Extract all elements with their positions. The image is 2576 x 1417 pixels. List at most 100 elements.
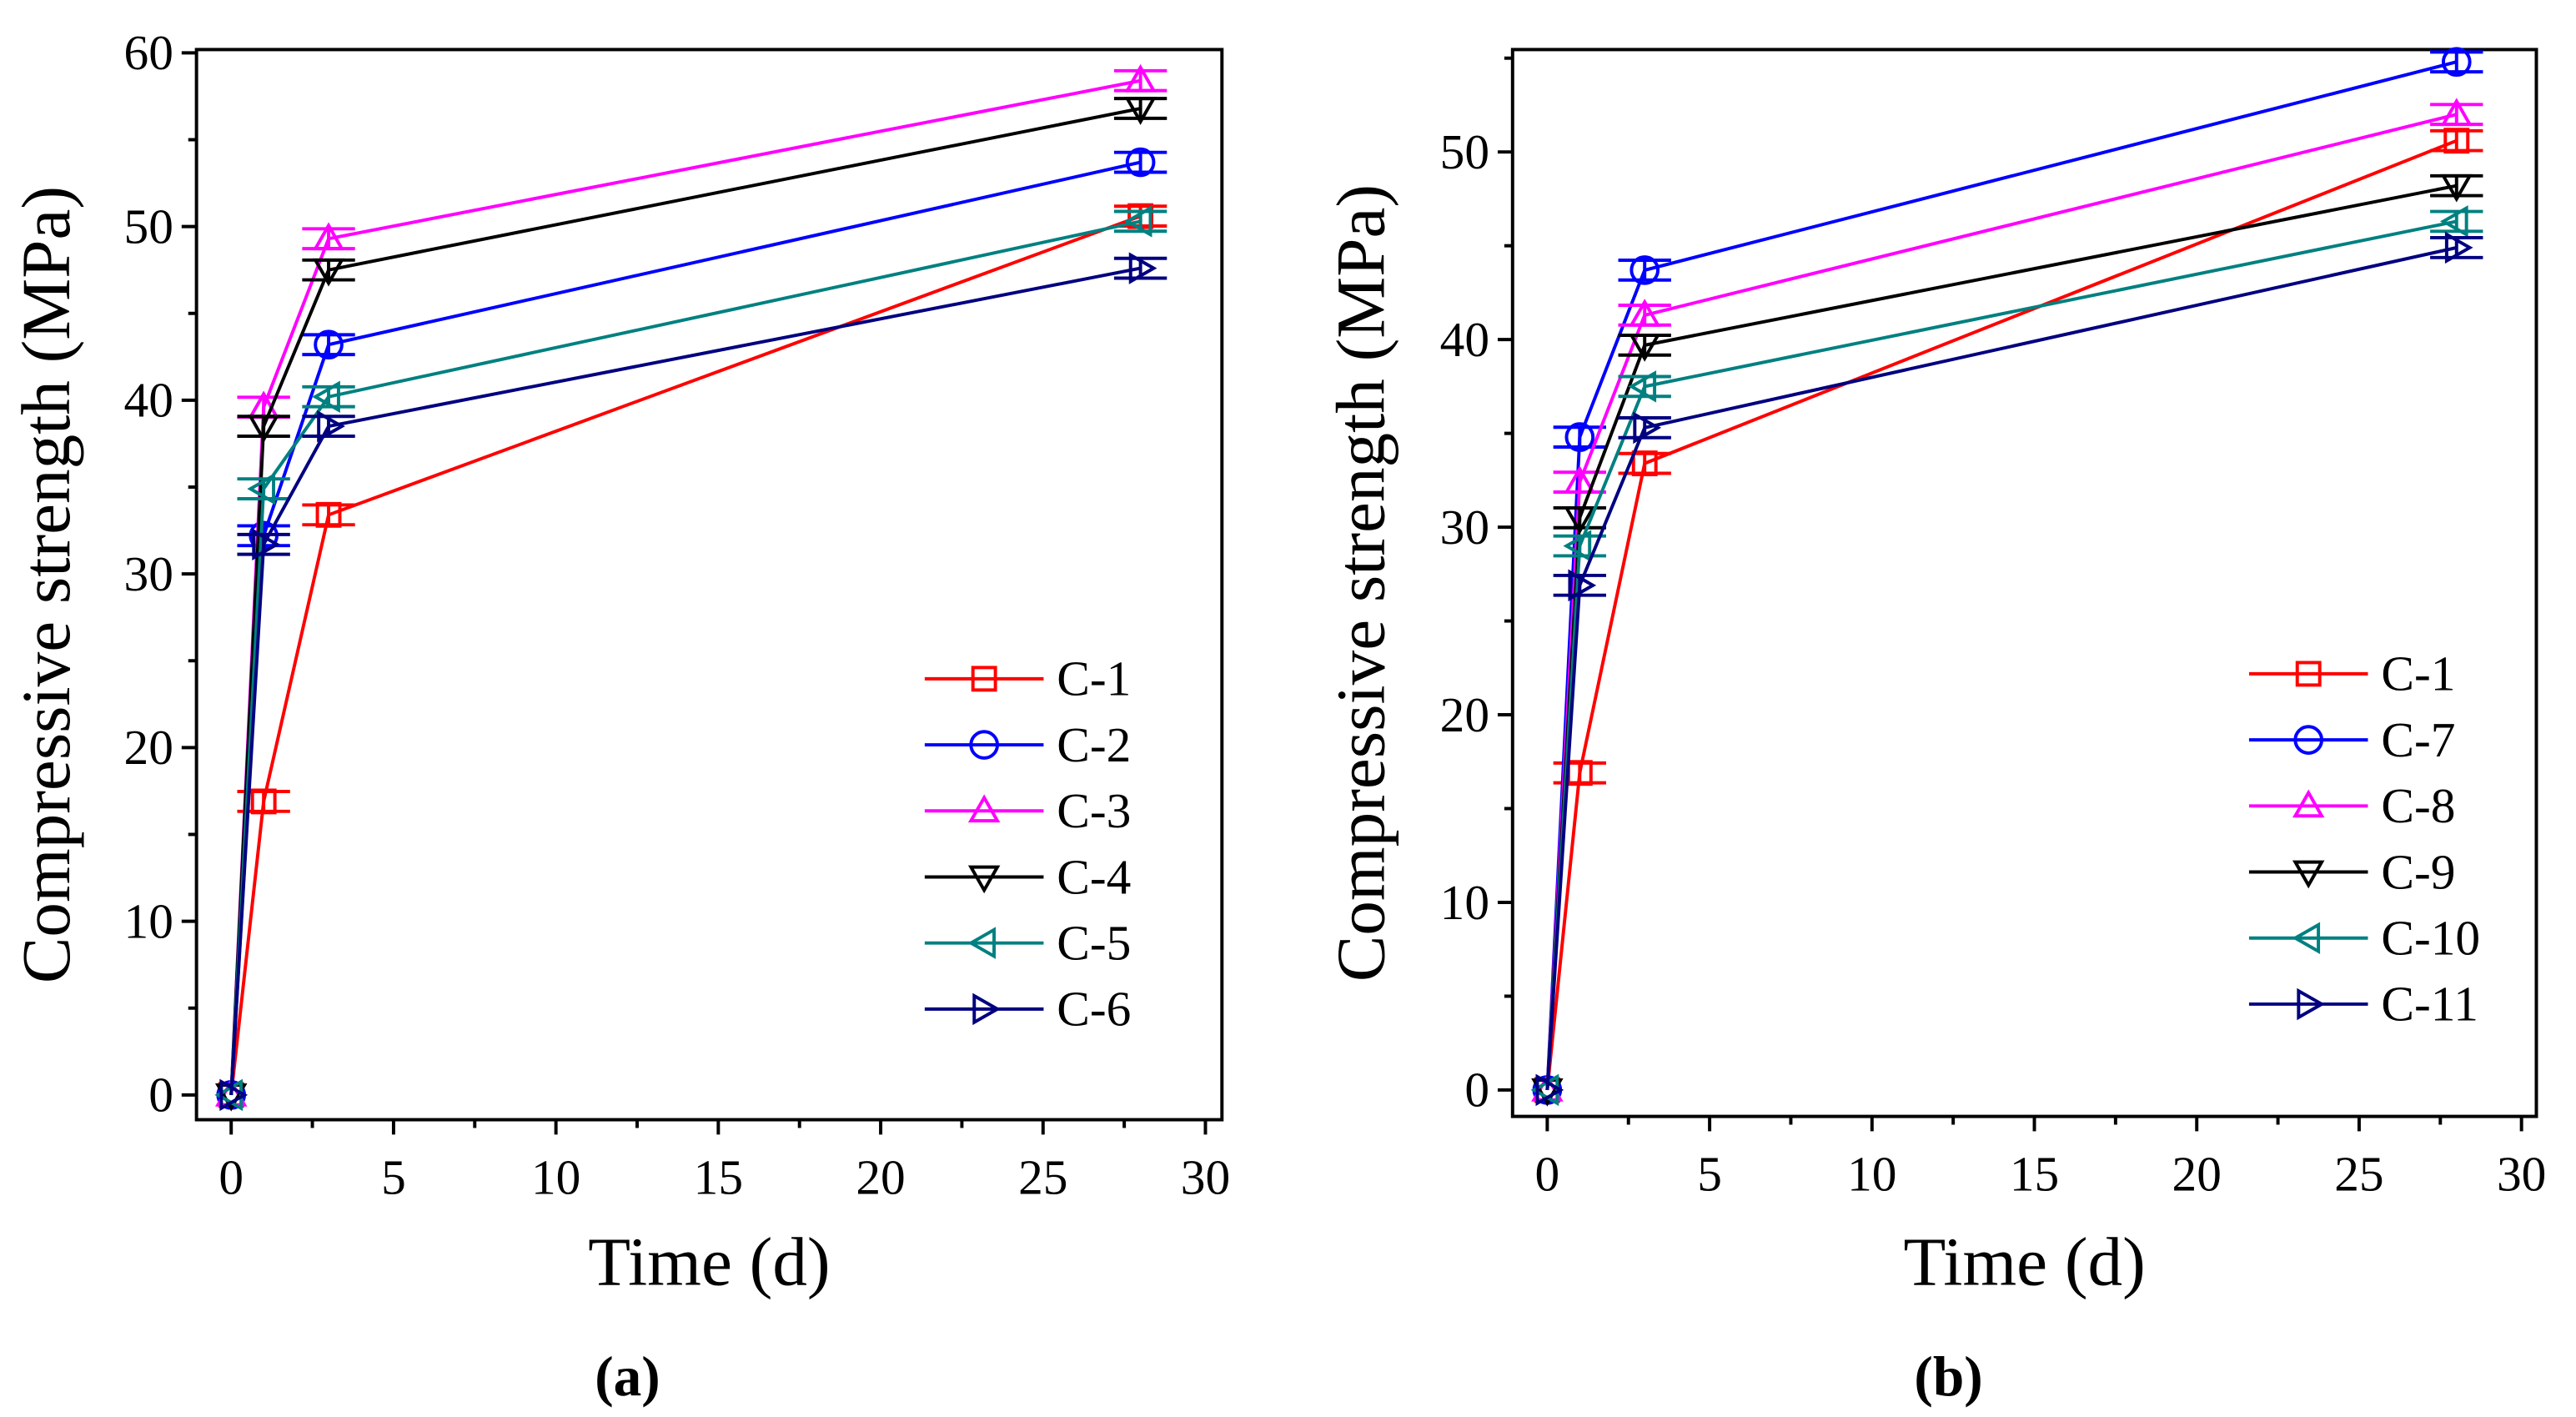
x-tick-label: 30 [2497, 1147, 2546, 1202]
series-line [229, 266, 1141, 1095]
data-point [317, 410, 345, 443]
data-point [312, 258, 345, 287]
y-tick-label: 20 [124, 720, 173, 775]
plot-frame [194, 48, 1224, 1122]
data-point [312, 380, 340, 413]
y-tick-label: 50 [124, 198, 173, 254]
series-C-11 [1535, 231, 2483, 1107]
data-point [1564, 505, 1596, 535]
series-line [1545, 245, 2458, 1091]
x-tick-label: 0 [218, 1150, 244, 1205]
legend-label: C-4 [1057, 849, 1131, 904]
legend-label: C-11 [2381, 977, 2478, 1032]
series-C-2 [216, 147, 1167, 1110]
data-point [1628, 299, 1661, 327]
y-tick-label: 20 [1440, 687, 1489, 742]
y-tick-label: 60 [124, 25, 173, 80]
legend-marker [2295, 661, 2322, 687]
panel-caption: (a) [595, 1345, 660, 1408]
data-point [1125, 147, 1156, 178]
legend-marker [2297, 987, 2326, 1021]
legend-marker [967, 865, 1001, 894]
y-tick-label: 10 [124, 893, 173, 948]
panel-a: 0 5 10 15 20 25 30 0 10 20 30 40 50 60 Time (d) Compres… [8, 25, 1230, 1408]
legend-marker [967, 794, 1001, 823]
x-tick-label: 10 [1847, 1147, 1896, 1202]
data-point [1629, 255, 1660, 285]
y-axis-title: Compressive strength (MPa) [1322, 184, 1398, 982]
data-point [1564, 422, 1595, 452]
series-line [229, 107, 1141, 1095]
legend-label: C-10 [2381, 911, 2480, 966]
x-tick-label: 20 [856, 1150, 905, 1205]
legend-marker [2292, 789, 2325, 818]
legend-label: C-5 [1057, 915, 1131, 970]
legend-label: C-7 [2381, 712, 2455, 767]
panel-b: 0 5 10 15 20 25 30 0 10 20 30 40 50 Time (d) Compressi… [1322, 47, 2546, 1408]
series-C-9 [1531, 173, 2483, 1107]
x-tick-label: 10 [531, 1150, 580, 1205]
panel-caption: (b) [1914, 1345, 1982, 1408]
legend-marker [2292, 922, 2321, 954]
data-point [1124, 97, 1157, 125]
series-C-6 [219, 252, 1167, 1112]
data-point [219, 1078, 249, 1112]
legend-marker [2292, 860, 2325, 889]
x-axis-title: Time (d) [588, 1224, 830, 1300]
data-point [1535, 1073, 1564, 1107]
y-tick-label: 40 [124, 373, 173, 428]
legend-label: C-1 [1057, 651, 1131, 706]
data-point [1124, 63, 1157, 93]
data-point [315, 501, 342, 528]
data-point [1563, 530, 1592, 562]
x-tick-label: 5 [381, 1150, 406, 1205]
x-tick-label: 20 [2172, 1147, 2222, 1202]
y-tick-label: 50 [1440, 124, 1489, 179]
data-point [1128, 252, 1157, 284]
legend-label: C-2 [1057, 717, 1131, 772]
data-point [314, 329, 344, 360]
legend-label: C-9 [2381, 844, 2455, 899]
y-tick-label: 0 [1464, 1063, 1489, 1118]
x-tick-label: 25 [1018, 1150, 1067, 1205]
data-point [2439, 205, 2468, 238]
legend-label: C-3 [1057, 783, 1131, 838]
y-tick-label: 30 [1440, 500, 1489, 555]
x-tick-label: 15 [694, 1150, 743, 1205]
data-point [1123, 205, 1152, 238]
data-point [1633, 411, 1662, 445]
data-point [1628, 334, 1661, 362]
x-tick-label: 25 [2334, 1147, 2383, 1202]
y-axis-title: Compressive strength (MPa) [8, 186, 84, 983]
x-tick-label: 0 [1535, 1147, 1560, 1202]
x-tick-label: 15 [2010, 1147, 2059, 1202]
data-point [2440, 98, 2473, 127]
legend-marker [967, 927, 997, 959]
series-line [1545, 219, 2458, 1091]
y-tick-label: 0 [148, 1068, 173, 1123]
y-tick-label: 30 [124, 546, 173, 601]
y-tick-label: 40 [1440, 312, 1489, 367]
legend-label: C-6 [1057, 982, 1131, 1037]
series-C-10 [1530, 205, 2483, 1107]
series-C-1 [1534, 128, 2483, 1103]
data-point [1631, 450, 1658, 477]
series-line [229, 160, 1142, 1095]
data-point [250, 788, 277, 815]
data-point [312, 222, 345, 251]
series-line [229, 219, 1142, 1095]
data-point [2440, 173, 2473, 203]
series-C-4 [214, 97, 1167, 1112]
x-tick-label: 5 [1697, 1147, 1722, 1202]
y-tick-label: 10 [1440, 875, 1489, 930]
series-line [1545, 60, 2458, 1091]
x-tick-label: 30 [1181, 1150, 1230, 1205]
legend-label: C-1 [2381, 646, 2455, 701]
data-point [1568, 569, 1597, 602]
data-point [2441, 47, 2472, 78]
data-point [2444, 231, 2473, 264]
legend-marker [971, 666, 997, 692]
legend-marker [972, 992, 1001, 1026]
legend-label: C-8 [2381, 778, 2455, 833]
